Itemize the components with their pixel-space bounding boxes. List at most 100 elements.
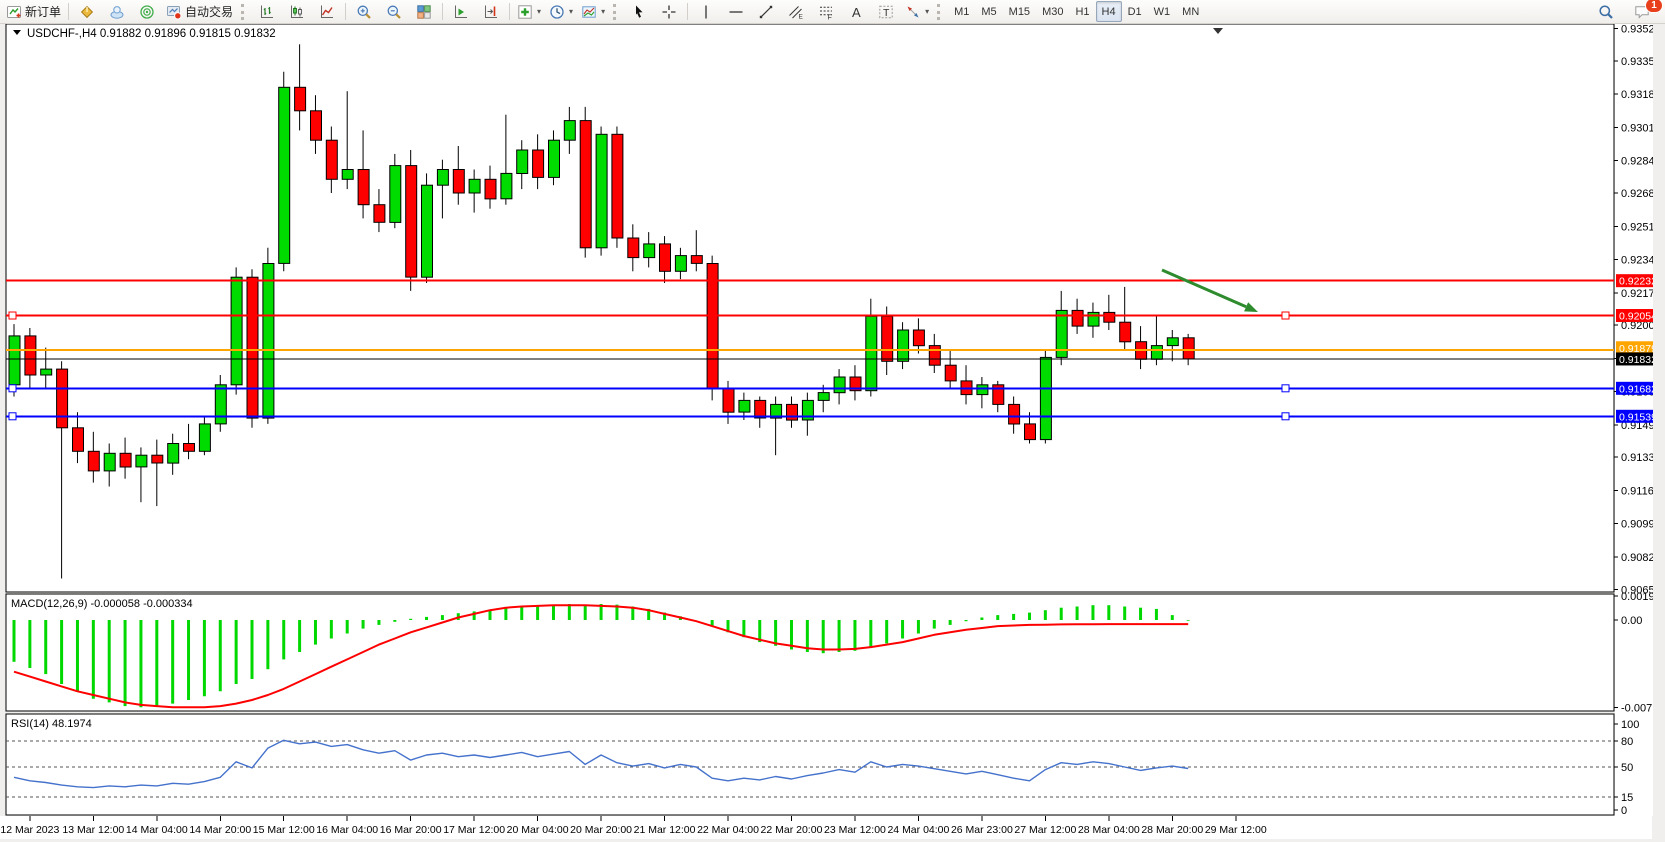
candle bbox=[516, 140, 529, 190]
rsi-panel[interactable] bbox=[5, 713, 1615, 816]
draw-text-button[interactable]: A bbox=[841, 1, 871, 23]
line-handle[interactable] bbox=[1281, 311, 1290, 320]
zoom-in-icon bbox=[357, 5, 371, 19]
signals-icon bbox=[140, 4, 154, 19]
autotrading-button[interactable]: 自动交易 bbox=[162, 1, 237, 23]
candle bbox=[548, 130, 560, 186]
periods-button[interactable]: ▾ bbox=[545, 1, 577, 23]
candle-body bbox=[579, 120, 592, 249]
timeframe-m30-button[interactable]: M30 bbox=[1042, 5, 1064, 18]
candle-body bbox=[643, 243, 656, 259]
timeframe-m15-button[interactable]: M15 bbox=[1008, 5, 1031, 18]
chevron-down-icon[interactable]: ▾ bbox=[569, 7, 574, 16]
line-handle[interactable] bbox=[8, 311, 17, 320]
candle bbox=[706, 255, 719, 401]
rsi-line bbox=[13, 739, 1189, 789]
timeframe-m1-button[interactable]: M1 bbox=[954, 5, 970, 18]
chevron-down-icon[interactable]: ▾ bbox=[925, 7, 930, 16]
price-tick-label: 0.92680 bbox=[1621, 188, 1661, 200]
line-handle[interactable] bbox=[1281, 384, 1290, 393]
toolbar-grip[interactable] bbox=[241, 3, 247, 20]
candle-body bbox=[912, 329, 925, 347]
text-label-icon: T bbox=[879, 5, 893, 19]
indicators-list-button[interactable]: ▾ bbox=[513, 1, 545, 23]
notification-badge: 1 bbox=[1646, 0, 1662, 12]
zoom-out-icon bbox=[387, 5, 401, 19]
time-axis-label: 17 Mar 12:00 bbox=[443, 824, 505, 836]
trend-arrow-object[interactable] bbox=[1161, 268, 1247, 309]
candle bbox=[310, 95, 322, 154]
draw-fibonacci-button[interactable]: F bbox=[811, 1, 841, 23]
chart-shift-marker[interactable] bbox=[1213, 28, 1223, 34]
candle-body bbox=[532, 149, 545, 178]
candle-body bbox=[770, 403, 783, 419]
candle bbox=[786, 396, 798, 428]
macd-panel[interactable] bbox=[5, 593, 1615, 712]
time-axis-label: 23 Mar 12:00 bbox=[824, 824, 886, 836]
candle bbox=[357, 130, 370, 219]
cursor-mode-button[interactable] bbox=[624, 1, 654, 23]
candle bbox=[452, 146, 465, 205]
text-a-icon: A bbox=[852, 4, 861, 19]
candle bbox=[595, 126, 608, 256]
one-click-trading-toggle[interactable] bbox=[13, 30, 21, 35]
timeframe-w1-button[interactable]: W1 bbox=[1153, 5, 1171, 18]
bar-chart-mode-button[interactable] bbox=[252, 1, 282, 23]
timeframe-mn-button[interactable]: MN bbox=[1182, 5, 1200, 18]
toolbar-grip[interactable] bbox=[613, 3, 619, 20]
search-button[interactable] bbox=[1591, 1, 1621, 23]
line-handle[interactable] bbox=[1281, 412, 1290, 421]
macd-signal-line bbox=[13, 604, 1189, 709]
rsi-tick-label: 15 bbox=[1621, 792, 1633, 804]
gold-diamond-icon bbox=[80, 5, 94, 18]
templates-button[interactable]: ▾ bbox=[577, 1, 609, 23]
draw-horizontal-line-button[interactable] bbox=[721, 1, 751, 23]
candle-body bbox=[468, 178, 481, 194]
chevron-down-icon[interactable]: ▾ bbox=[601, 7, 606, 16]
zoom-out-button[interactable] bbox=[379, 1, 409, 23]
line-handle[interactable] bbox=[8, 384, 17, 393]
virtual-hosting-button[interactable] bbox=[102, 1, 132, 23]
bars-chart-icon bbox=[261, 5, 274, 18]
line-chart-icon bbox=[321, 5, 334, 18]
crosshair-icon bbox=[662, 5, 676, 18]
toolbar-grip[interactable] bbox=[937, 3, 943, 20]
candles-chart-icon bbox=[291, 5, 304, 18]
timeframe-m5-button[interactable]: M5 bbox=[981, 5, 997, 18]
draw-vertical-line-button[interactable] bbox=[691, 1, 721, 23]
line-handle[interactable] bbox=[8, 412, 17, 421]
price-line-badge-text: 0.91539 bbox=[1619, 411, 1657, 423]
price-line-badge-text: 0.91879 bbox=[1619, 343, 1657, 355]
price-line-badge bbox=[1616, 341, 1663, 355]
draw-arrows-button[interactable]: ▾ bbox=[901, 1, 933, 23]
timeframe-h1-button[interactable]: H1 bbox=[1075, 5, 1090, 18]
crosshair-mode-button[interactable] bbox=[654, 1, 684, 23]
candle bbox=[341, 91, 354, 190]
draw-trendline-button[interactable] bbox=[751, 1, 781, 23]
zoom-in-button[interactable] bbox=[349, 1, 379, 23]
candle-body bbox=[1087, 311, 1100, 327]
candle bbox=[183, 423, 195, 460]
candle bbox=[87, 431, 100, 483]
draw-equidistant-channel-button[interactable]: E bbox=[781, 1, 811, 23]
tile-windows-button[interactable] bbox=[409, 1, 439, 23]
time-axis-label: 28 Mar 20:00 bbox=[1141, 824, 1203, 836]
candlestick-mode-button[interactable] bbox=[282, 1, 312, 23]
new-order-button[interactable]: 新订单 bbox=[2, 1, 65, 23]
candle-body bbox=[72, 427, 84, 452]
price-tick-label: 0.92005 bbox=[1621, 320, 1661, 332]
timeframe-h4-button[interactable]: H4 bbox=[1095, 1, 1122, 22]
line-chart-mode-button[interactable] bbox=[312, 1, 342, 23]
candle-body bbox=[1150, 345, 1163, 360]
candle bbox=[833, 369, 846, 405]
market-watch-button[interactable] bbox=[72, 1, 102, 23]
price-tick-label: 0.91160 bbox=[1621, 485, 1660, 497]
draw-text-label-button[interactable]: T bbox=[871, 1, 901, 23]
timeframe-d1-button[interactable]: D1 bbox=[1127, 5, 1142, 18]
chart-shift-button[interactable] bbox=[476, 1, 506, 23]
chat-button[interactable]: 1 bbox=[1627, 0, 1662, 23]
signals-button[interactable] bbox=[132, 1, 162, 23]
auto-scroll-button[interactable] bbox=[446, 1, 476, 23]
chevron-down-icon[interactable]: ▾ bbox=[537, 7, 542, 16]
